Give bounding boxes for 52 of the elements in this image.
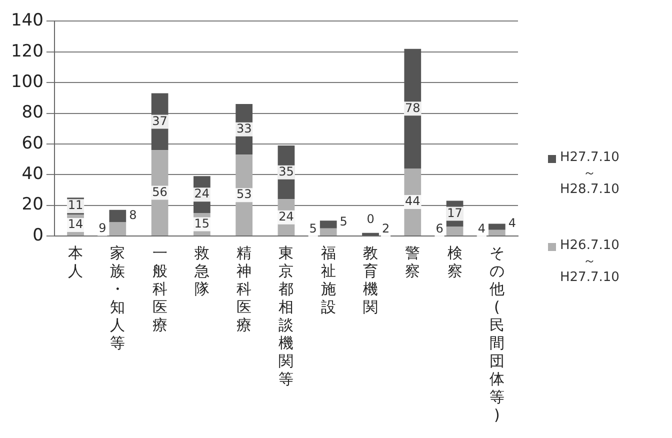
bar — [320, 220, 337, 228]
x-tick-label: 精神科医療 — [236, 244, 252, 334]
y-tick-label: 140 — [10, 10, 44, 31]
x-tick-label: 東京都相談機関等 — [278, 244, 294, 388]
data-label: 11 — [68, 198, 84, 212]
bar — [109, 222, 126, 236]
data-label: 0 — [366, 212, 374, 226]
y-tick-label: 80 — [22, 102, 44, 123]
bar — [109, 210, 126, 222]
bar — [320, 228, 337, 236]
category-label: その他(民間団体等) — [489, 244, 504, 424]
x-tick-label: 福祉施設 — [320, 244, 336, 316]
data-label: 33 — [236, 121, 252, 136]
data-label: 35 — [278, 164, 294, 178]
data-label: 14 — [68, 217, 84, 232]
data-label: 9 — [98, 220, 106, 235]
bar — [446, 226, 464, 236]
x-tick-label: 教育機関 — [363, 244, 378, 316]
bar — [404, 48, 422, 168]
data-label: 37 — [152, 114, 168, 128]
data-label: 24 — [278, 209, 294, 224]
data-label: 17 — [447, 206, 462, 220]
x-tick-label: 一般科医療 — [152, 244, 168, 334]
data-label: 5 — [340, 214, 348, 228]
data-label: 56 — [152, 184, 168, 199]
y-tick-label: 100 — [10, 72, 44, 92]
x-tick-label: 本人 — [68, 244, 84, 280]
x-tick-label: 検察 — [447, 244, 462, 280]
data-label: 53 — [236, 187, 252, 202]
bar — [488, 230, 506, 236]
data-label: 5 — [309, 222, 317, 236]
data-label: 8 — [129, 208, 137, 222]
x-tick-label: 救急隊 — [193, 244, 210, 298]
y-tick-label: 120 — [10, 41, 44, 62]
data-label: 78 — [405, 100, 420, 115]
data-label: 6 — [436, 222, 444, 236]
y-tick-label: 0 — [32, 225, 44, 246]
bar — [488, 224, 506, 230]
y-tick-label: 40 — [22, 164, 44, 184]
data-label: 4 — [478, 222, 486, 236]
data-label: 2 — [382, 222, 390, 236]
data-label: 44 — [405, 194, 420, 208]
y-tick-label: 20 — [22, 194, 44, 215]
x-tick-label: 警察 — [405, 244, 420, 280]
legend-label: H26.7.10 ～ H27.7.10 — [560, 238, 620, 286]
legend-label: H27.7.10 ～ H28.7.10 — [560, 150, 620, 198]
data-label: 15 — [194, 216, 210, 230]
bar — [362, 232, 379, 236]
x-tick-label: 家族・知人等 — [110, 244, 126, 352]
data-label: 4 — [508, 216, 516, 230]
data-label: 24 — [194, 186, 210, 201]
y-tick-label: 60 — [22, 133, 44, 154]
